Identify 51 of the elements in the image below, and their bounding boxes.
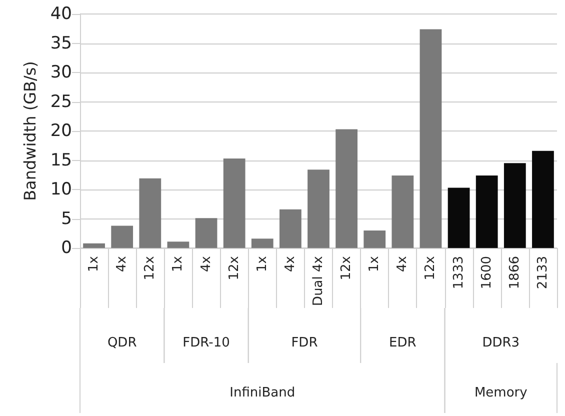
x-tick-label: 1x [86, 256, 102, 272]
x-tick-label: 1x [254, 256, 270, 272]
text: FDR [291, 336, 318, 350]
text: QDR [107, 336, 137, 350]
x-tick-label: 1866 [507, 256, 522, 290]
text: Memory [474, 386, 528, 400]
y-tick-label: 25 [50, 92, 72, 112]
x-tick-label: 1x [170, 256, 186, 272]
y-tick-label: 35 [50, 33, 72, 54]
x-tick-label: 12x [423, 256, 438, 280]
x-tick-label: Dual 4x [311, 256, 326, 306]
bar [392, 175, 414, 248]
text: FDR-10 [182, 336, 230, 350]
text: DDR3 [482, 336, 520, 350]
x-tick-label: 4x [114, 256, 130, 272]
bar [504, 163, 526, 248]
bar [251, 238, 274, 248]
x-tick-label: 1x [367, 256, 382, 272]
bar [336, 129, 358, 248]
bar [223, 158, 246, 248]
y-tick-label: 20 [50, 121, 72, 141]
bar [448, 188, 470, 248]
x-tick-label: 2133 [535, 256, 550, 290]
y-tick-label: 30 [50, 62, 72, 82]
text: InfiniBand [230, 386, 296, 400]
x-tick-label: 4x [198, 256, 214, 272]
bar [532, 150, 554, 248]
bar [280, 209, 302, 248]
y-tick-label: 10 [50, 180, 72, 200]
x-tick-label: 4x [395, 256, 410, 272]
y-tick-label: 15 [50, 150, 72, 170]
bar [167, 242, 190, 248]
bar [308, 170, 330, 248]
y-axis-title: Bandwidth (GB/s) [20, 61, 40, 201]
text: EDR [389, 336, 416, 350]
x-tick-label: 4x [282, 256, 298, 272]
bar [139, 178, 162, 248]
x-tick-label: 12x [226, 256, 242, 280]
x-tick-label: 12x [142, 256, 158, 280]
bar [111, 226, 134, 248]
bar [420, 29, 442, 248]
x-tick-label: 1333 [451, 256, 466, 290]
x-tick-label: 12x [339, 256, 354, 280]
y-tick-label: 5 [61, 208, 72, 229]
bar [476, 175, 498, 248]
bar [83, 243, 105, 248]
bar [364, 230, 386, 248]
x-tick-label: 1600 [479, 256, 494, 290]
bar [195, 218, 218, 248]
y-tick-label: 0 [61, 238, 72, 258]
y-tick-label: 40 [50, 4, 72, 24]
